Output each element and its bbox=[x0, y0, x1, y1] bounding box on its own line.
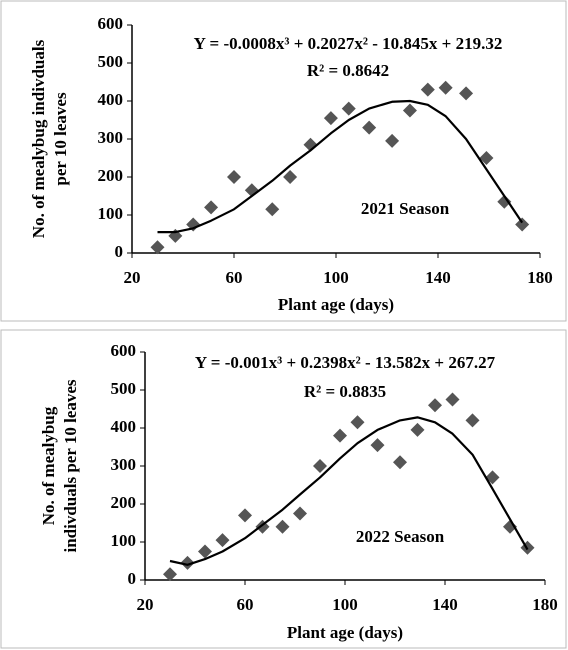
data-point bbox=[180, 555, 195, 570]
data-point bbox=[459, 86, 474, 101]
y-tick-label: 200 bbox=[111, 493, 137, 512]
x-tick-label: 180 bbox=[532, 595, 558, 614]
x-tick-label: 180 bbox=[527, 268, 553, 287]
x-tick-label: 100 bbox=[332, 595, 358, 614]
x-tick-label: 100 bbox=[323, 268, 349, 287]
y-tick-label: 500 bbox=[98, 52, 124, 71]
data-point bbox=[238, 508, 252, 523]
data-point bbox=[265, 202, 280, 217]
data-point bbox=[275, 519, 290, 534]
data-point bbox=[465, 413, 480, 428]
data-point bbox=[428, 398, 442, 413]
y-tick-label: 0 bbox=[115, 242, 124, 261]
data-point bbox=[410, 422, 425, 437]
y-tick-label: 400 bbox=[98, 90, 124, 109]
y-tick-label: 0 bbox=[128, 569, 137, 588]
r-squared: R² = 0.8642 bbox=[307, 61, 389, 80]
x-tick-label: 20 bbox=[124, 268, 141, 287]
equation: Y = -0.0008x³ + 0.2027x² - 10.845x + 219… bbox=[194, 34, 503, 53]
data-point bbox=[150, 240, 165, 255]
y-tick-label: 400 bbox=[111, 417, 137, 436]
data-point bbox=[198, 544, 212, 559]
season-label: 2021 Season bbox=[361, 199, 450, 218]
data-point bbox=[323, 111, 338, 126]
y-axis-label: indivduals per 10 leaves bbox=[61, 379, 80, 552]
equation: Y = -0.001x³ + 0.2398x² - 13.582x + 267.… bbox=[195, 353, 496, 372]
panel-border bbox=[0, 329, 567, 649]
data-point bbox=[350, 415, 365, 430]
data-point bbox=[393, 455, 407, 470]
data-point bbox=[370, 438, 385, 453]
data-point bbox=[402, 103, 417, 118]
data-point bbox=[341, 101, 356, 116]
x-tick-label: 60 bbox=[237, 595, 254, 614]
panel-border bbox=[0, 0, 567, 322]
y-axis-label: No. of mealybug indivduals bbox=[29, 39, 48, 238]
x-axis-label: Plant age (days) bbox=[278, 295, 394, 314]
x-tick-label: 140 bbox=[432, 595, 458, 614]
data-point bbox=[227, 170, 241, 184]
y-tick-label: 100 bbox=[111, 531, 137, 550]
data-point bbox=[362, 120, 377, 135]
data-point bbox=[293, 506, 307, 521]
data-point bbox=[215, 533, 230, 548]
x-tick-label: 60 bbox=[226, 268, 243, 287]
trendline bbox=[169, 416, 529, 566]
data-point bbox=[497, 194, 512, 209]
season-label: 2022 Season bbox=[356, 527, 445, 546]
y-tick-label: 200 bbox=[98, 166, 124, 185]
data-point bbox=[515, 217, 530, 232]
y-tick-label: 500 bbox=[111, 379, 137, 398]
y-tick-label: 300 bbox=[111, 455, 137, 474]
data-point bbox=[420, 82, 435, 97]
data-point bbox=[438, 80, 453, 95]
x-tick-label: 140 bbox=[425, 268, 451, 287]
r-squared: R² = 0.8835 bbox=[304, 382, 386, 401]
y-tick-label: 600 bbox=[98, 14, 124, 33]
x-tick-label: 20 bbox=[137, 595, 154, 614]
y-tick-label: 600 bbox=[111, 341, 137, 360]
data-point bbox=[385, 133, 400, 148]
y-tick-label: 300 bbox=[98, 128, 124, 147]
data-point bbox=[163, 567, 177, 582]
y-axis-label: No. of mealybug bbox=[39, 406, 58, 525]
data-point bbox=[313, 459, 327, 473]
x-axis-label: Plant age (days) bbox=[287, 623, 403, 642]
y-axis-label: per 10 leaves bbox=[51, 92, 70, 186]
y-tick-label: 100 bbox=[98, 204, 124, 223]
data-point bbox=[283, 170, 298, 184]
data-point bbox=[204, 200, 219, 215]
data-point bbox=[479, 151, 494, 165]
data-point bbox=[445, 392, 460, 407]
trendline bbox=[157, 99, 524, 234]
data-point bbox=[333, 428, 347, 443]
